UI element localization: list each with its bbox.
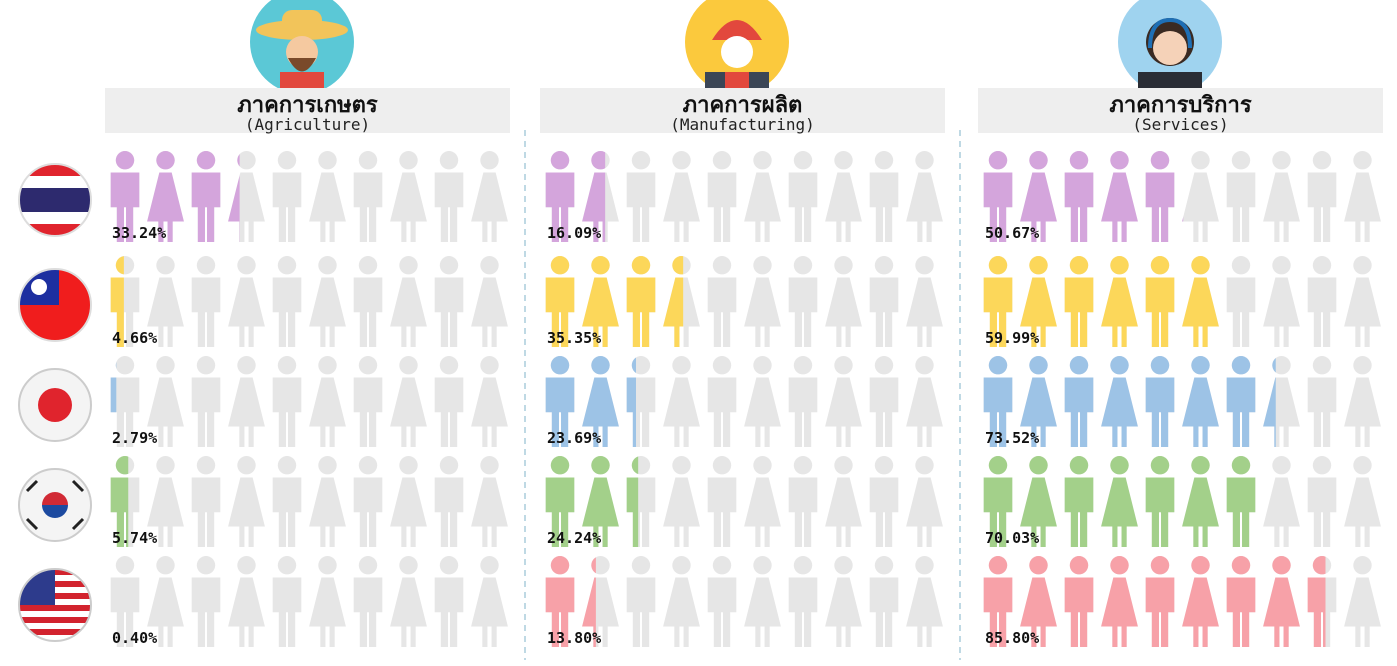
- pictograph-row: 59.99%: [983, 256, 1381, 347]
- pictograph-row: 2.79%: [110, 356, 508, 447]
- pictograph-row: 85.80%: [983, 556, 1381, 647]
- value-label: 33.24%: [112, 224, 166, 242]
- panel-subtitle: (Agriculture): [245, 115, 370, 134]
- empty-figures: [110, 456, 508, 547]
- header-box: [978, 88, 1383, 133]
- panel-title: ภาคการเกษตร: [237, 93, 378, 118]
- header-box: [105, 88, 510, 133]
- pictograph-row: 33.24%: [110, 151, 508, 242]
- pictograph-row: 0.40%: [110, 556, 508, 647]
- panel-subtitle: (Manufacturing): [670, 115, 815, 134]
- worker-icon: [685, 0, 789, 94]
- value-label: 73.52%: [985, 429, 1039, 447]
- empty-figures: [545, 151, 943, 242]
- flag-taiwan: [18, 268, 92, 342]
- value-label: 50.67%: [985, 224, 1039, 242]
- flag-korea: [18, 468, 92, 542]
- pictograph-row: 23.69%: [545, 356, 943, 447]
- pictograph-row: 16.09%: [545, 151, 943, 242]
- empty-figures: [110, 556, 508, 647]
- pictograph-row: 35.35%: [545, 256, 943, 347]
- value-label: 23.69%: [547, 429, 601, 447]
- panel-title: ภาคการผลิต: [683, 93, 803, 118]
- pictograph-row: 70.03%: [983, 456, 1381, 547]
- value-label: 0.40%: [112, 629, 157, 647]
- value-label: 2.79%: [112, 429, 157, 447]
- flag-usa: [18, 568, 92, 642]
- pictograph-row: 73.52%: [983, 356, 1381, 447]
- value-label: 24.24%: [547, 529, 601, 547]
- farmer-icon: [250, 0, 354, 94]
- value-label: 70.03%: [985, 529, 1039, 547]
- empty-figures: [545, 556, 943, 647]
- pictograph-row: 4.66%: [110, 256, 508, 347]
- value-label: 59.99%: [985, 329, 1039, 347]
- pictograph-row: 13.80%: [545, 556, 943, 647]
- filled-figures: [983, 556, 1326, 647]
- value-label: 85.80%: [985, 629, 1039, 647]
- pictograph-row: 24.24%: [545, 456, 943, 547]
- pictograph-row: 50.67%: [983, 151, 1381, 242]
- empty-figures: [110, 356, 508, 447]
- value-label: 4.66%: [112, 329, 157, 347]
- value-label: 35.35%: [547, 329, 601, 347]
- flag-thailand: [18, 163, 92, 237]
- header-box: [540, 88, 945, 133]
- panel-subtitle: (Services): [1132, 115, 1228, 134]
- panel-title: ภาคการบริการ: [1109, 93, 1252, 118]
- service-icon: [1118, 0, 1222, 94]
- empty-figures: [110, 256, 508, 347]
- pictograph-row: 5.74%: [110, 456, 508, 547]
- value-label: 13.80%: [547, 629, 601, 647]
- value-label: 5.74%: [112, 529, 157, 547]
- flag-japan: [18, 368, 92, 442]
- value-label: 16.09%: [547, 224, 601, 242]
